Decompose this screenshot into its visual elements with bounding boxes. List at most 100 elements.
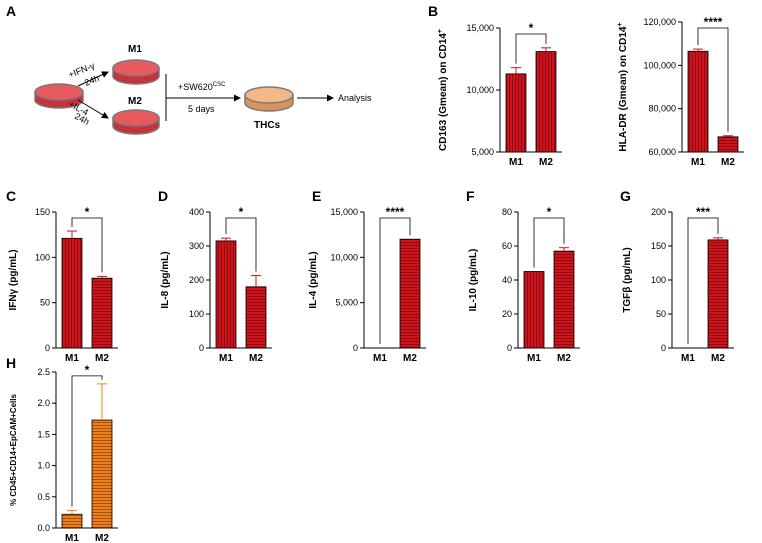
y-tick-label-c: 0 (45, 343, 50, 353)
analysis-label: Analysis (338, 93, 372, 103)
thcs-label: THCs (254, 120, 281, 131)
bar-f-m1 (523, 271, 545, 349)
bar-b2-m1 (687, 50, 709, 153)
x-category-label-d: M1 (219, 353, 233, 364)
panel-label-h: H (6, 355, 16, 371)
arrow-to-m1 (77, 71, 109, 87)
y-axis-label-g: TGFβ (pg/mL) (622, 247, 633, 313)
y-tick-label-h: 0.5 (37, 492, 50, 502)
y-tick-label-f: 80 (502, 207, 512, 217)
panel-label-f: F (466, 188, 475, 204)
panel-label-e: E (312, 188, 321, 204)
y-tick-label-h: 2.5 (37, 367, 50, 377)
start-dish-icon (34, 83, 84, 109)
significance-bracket-d (225, 217, 257, 272)
y-tick-label-b1: 15,000 (466, 23, 494, 33)
y-tick-label-f: 60 (502, 241, 512, 251)
y-tick-label-c: 50 (40, 298, 50, 308)
significance-marker-d: * (239, 205, 244, 219)
thcs-dish-icon (244, 86, 294, 112)
m2-dish-icon (112, 109, 160, 135)
y-tick-label-e: 0 (353, 343, 358, 353)
y-tick-label-d: 200 (189, 275, 204, 285)
y-axis-label-b2: HLA-DR (Gmean) on CD14+ (617, 22, 629, 151)
chart-b2: 60,000 80,000 100,000 120,000 HLA-DR (Gmean)… (617, 15, 744, 168)
m1-label: M1 (128, 44, 142, 55)
y-tick-label-e: 15,000 (330, 207, 358, 217)
y-tick-label-h: 2.0 (37, 398, 50, 408)
x-category-label-b2: M1 (691, 157, 705, 168)
m2-label: M2 (128, 96, 142, 107)
y-tick-label-g: 50 (656, 309, 666, 319)
significance-marker-b1: * (529, 21, 534, 35)
y-axis-label-c: IFNγ (pg/mL) (8, 249, 19, 310)
panel-label-g: G (620, 188, 631, 204)
bar-h-m1 (61, 513, 83, 529)
y-tick-label-c: 150 (35, 207, 50, 217)
schematic-diagram: M1 M2 +IFN-γ 24h +IL-4 24h +SW620CSC 5 d… (34, 44, 372, 135)
chart-e: 0 5,000 10,000 15,000 IL-4 (pg/mL) M1 M2 **** (308, 205, 426, 364)
x-category-label-e: M2 (403, 353, 417, 364)
y-tick-label-h: 1.0 (37, 461, 50, 471)
y-tick-label-h: 0.0 (37, 523, 50, 533)
y-tick-label-c: 100 (35, 252, 50, 262)
y-tick-label-e: 5,000 (335, 298, 358, 308)
arrow-to-m2 (77, 99, 109, 119)
chart-h: 0.0 0.5 1.0 1.5 2.0 2.5 % CD45+CD14+EpCAM+Cell… (9, 363, 118, 543)
x-category-label-g: M2 (711, 353, 725, 364)
panel-label-c: C (6, 188, 16, 204)
bar-d-m1 (215, 240, 237, 349)
panel-label-a: A (6, 3, 16, 19)
x-category-label-h: M1 (65, 533, 79, 543)
y-tick-label-g: 100 (651, 275, 666, 285)
y-tick-label-b2: 80,000 (648, 104, 676, 114)
x-category-label-b2: M2 (721, 157, 735, 168)
time-top-label: 24h (83, 73, 101, 88)
y-tick-label-g: 200 (651, 207, 666, 217)
coculture-label: +SW620CSC (178, 82, 226, 92)
y-tick-label-b2: 100,000 (643, 60, 676, 70)
y-tick-label-e: 10,000 (330, 252, 358, 262)
x-category-label-d: M2 (249, 353, 263, 364)
significance-bracket-g (687, 217, 719, 344)
y-tick-label-d: 400 (189, 207, 204, 217)
x-category-label-g: M1 (681, 353, 695, 364)
bar-g-m2 (707, 239, 729, 349)
bar-e-m2 (399, 238, 421, 349)
y-tick-label-d: 300 (189, 241, 204, 251)
bar-c-m2 (91, 277, 113, 349)
time-bottom-label: 24h (73, 111, 91, 127)
bar-b1-m1 (505, 73, 527, 153)
bar-f-m2 (553, 250, 575, 349)
significance-bracket-e (379, 217, 411, 344)
y-tick-label-f: 20 (502, 309, 512, 319)
significance-bracket-f (533, 217, 565, 268)
x-category-label-c: M2 (95, 353, 109, 364)
y-tick-label-f: 0 (507, 343, 512, 353)
y-axis-label-f: IL-10 (pg/mL) (468, 249, 479, 312)
y-axis-label-b1: CD163 (Gmean) on CD14+ (437, 29, 449, 151)
y-tick-label-h: 1.5 (37, 429, 50, 439)
y-tick-label-f: 40 (502, 275, 512, 285)
significance-bracket-h (71, 375, 103, 507)
bar-b1-m2 (535, 51, 557, 153)
x-category-label-c: M1 (65, 353, 79, 364)
x-category-label-h: M2 (95, 533, 109, 543)
y-tick-label-b1: 5,000 (471, 147, 494, 157)
bar-b2-m2 (717, 136, 739, 153)
x-category-label-b1: M1 (509, 157, 523, 168)
significance-bracket-b2 (697, 27, 729, 132)
bar-h-m2 (91, 419, 113, 529)
y-axis-label-d: IL-8 (pg/mL) (160, 251, 171, 308)
y-tick-label-d: 100 (189, 309, 204, 319)
chart-b1: 5,000 10,000 15,000 CD163 (Gmean) on CD14+ M… (437, 21, 562, 168)
panel-label-b: B (428, 3, 438, 19)
y-tick-label-b2: 120,000 (643, 17, 676, 27)
bar-charts: 5,000 10,000 15,000 CD163 (Gmean) on CD14+ M… (8, 15, 744, 543)
significance-bracket-b1 (515, 33, 547, 64)
y-axis-label-h: % CD45+CD14+EpCAM+Cells (9, 394, 18, 506)
chart-f: 0 20 40 60 80 IL-10 (pg/mL) M1 M2 * (468, 205, 580, 364)
chart-d: 0 100 200 300 400 IL-8 (pg/mL) M1 M2 * (160, 205, 272, 364)
y-tick-label-g: 150 (651, 241, 666, 251)
significance-marker-f: * (547, 205, 552, 219)
